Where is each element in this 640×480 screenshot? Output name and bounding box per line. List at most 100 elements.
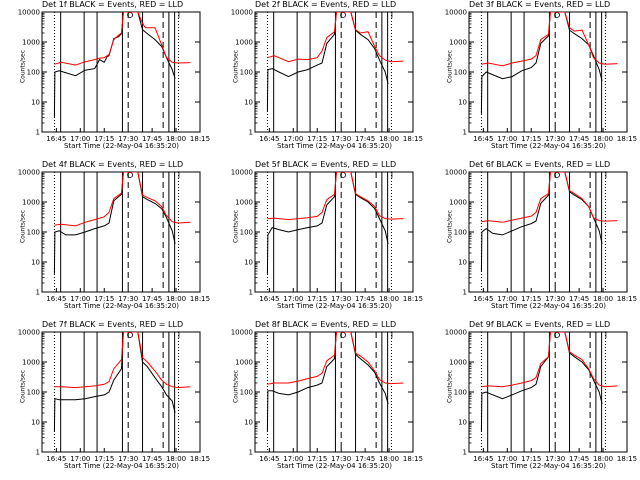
plot-frame (468, 171, 628, 293)
x-tick-label: 17:30 (331, 135, 351, 143)
x-tick-label: 18:00 (166, 135, 186, 143)
x-tick-label: 17:00 (70, 295, 90, 303)
end-marker (391, 171, 398, 178)
x-tick-label: 17:45 (355, 455, 375, 463)
detector-panel: 1 10 100 1000 10000 16:45 17:00 17:15 17:30 17:45… (213, 160, 426, 320)
detector-panel: 1 10 100 1000 10000 16:45 17:00 17:15 17:30 17:45… (0, 160, 213, 320)
events-series-line (53, 172, 176, 274)
plot-frame (41, 331, 201, 453)
x-tick-label: 17:15 (307, 135, 327, 143)
x-tick-label: 17:30 (331, 295, 351, 303)
y-tick-label: 1 (463, 449, 467, 457)
lld-series-line (267, 332, 404, 385)
y-tick-label: 1000 (235, 359, 253, 367)
panel-title: Det 6f BLACK = Events, RED = LLD (469, 161, 611, 169)
x-tick-label: 17:00 (497, 135, 517, 143)
y-axis-label: Counts/sec (19, 369, 27, 404)
y-tick-label: 10 (31, 99, 40, 107)
x-tick-label: 18:00 (593, 295, 613, 303)
detector-panel: 1 10 100 1000 10000 16:45 17:00 17:15 17:30 17:45… (427, 320, 640, 480)
y-axis-label: Counts/sec (232, 49, 240, 84)
x-tick-label: 17:15 (307, 455, 327, 463)
y-tick-label: 10000 (231, 169, 253, 177)
x-tick-label: 17:15 (521, 135, 541, 143)
y-tick-label: 10000 (18, 169, 40, 177)
end-marker (178, 11, 185, 18)
lightcurve-plot: 1 10 100 1000 10000 16:45 17:00 17:15 17:30 17:45… (445, 9, 637, 144)
detector-panel: 1 10 100 1000 10000 16:45 17:00 17:15 17:30 17:45… (213, 320, 426, 480)
y-tick-label: 100 (454, 389, 467, 397)
plot-frame (41, 171, 201, 293)
y-tick-label: 10 (458, 259, 467, 267)
x-tick-label: 18:15 (403, 295, 423, 303)
detector-panel: 1 10 100 1000 10000 16:45 17:00 17:15 17:30 17:45… (0, 320, 213, 480)
y-axis-label: Counts/sec (446, 49, 454, 84)
y-tick-label: 100 (27, 229, 40, 237)
x-tick-label: 17:15 (521, 455, 541, 463)
end-marker (605, 11, 612, 18)
events-series-line (53, 332, 176, 432)
x-tick-label: 17:15 (307, 295, 327, 303)
y-tick-label: 1 (249, 449, 253, 457)
x-axis-label: Start Time (22-May-04 16:35:20) (490, 142, 607, 150)
lld-series-line (54, 172, 191, 227)
lightcurve-plot: 1 10 100 1000 10000 16:45 17:00 17:15 17:30 17:45… (445, 169, 637, 304)
events-series-line (480, 12, 603, 114)
y-tick-label: 1 (36, 129, 40, 137)
x-tick-label: 17:30 (545, 135, 565, 143)
x-tick-label: 18:15 (617, 135, 637, 143)
panel-title: Det 9f BLACK = Events, RED = LLD (469, 321, 611, 329)
y-tick-label: 100 (27, 69, 40, 77)
lightcurve-plot: 1 10 100 1000 10000 16:45 17:00 17:15 17:30 17:45… (18, 169, 210, 304)
y-tick-label: 1000 (449, 39, 467, 47)
panel-title: Det 2f BLACK = Events, RED = LLD (255, 1, 397, 9)
y-tick-label: 10 (458, 99, 467, 107)
x-tick-label: 18:15 (190, 295, 210, 303)
y-axis-label: Counts/sec (19, 49, 27, 84)
x-tick-label: 18:15 (403, 135, 423, 143)
y-tick-label: 1000 (22, 199, 40, 207)
y-tick-label: 10 (244, 259, 253, 267)
y-tick-label: 1 (249, 129, 253, 137)
x-tick-label: 18:00 (379, 135, 399, 143)
end-marker (605, 331, 612, 338)
x-tick-label: 16:45 (259, 135, 279, 143)
panel-title: Det 1f BLACK = Events, RED = LLD (42, 1, 184, 9)
x-tick-label: 17:45 (142, 455, 162, 463)
y-tick-label: 1000 (449, 199, 467, 207)
end-marker (178, 331, 185, 338)
x-tick-label: 17:00 (497, 295, 517, 303)
x-tick-label: 17:45 (569, 455, 589, 463)
y-tick-label: 1 (463, 129, 467, 137)
plot-frame (468, 331, 628, 453)
lld-series-line (267, 12, 404, 63)
y-tick-label: 1 (36, 289, 40, 297)
y-tick-label: 10 (244, 419, 253, 427)
y-tick-label: 1 (249, 289, 253, 297)
x-tick-label: 17:30 (545, 295, 565, 303)
y-axis-label: Counts/sec (446, 209, 454, 244)
y-tick-label: 10 (31, 419, 40, 427)
y-tick-label: 100 (454, 69, 467, 77)
events-series-line (266, 332, 389, 432)
y-tick-label: 10000 (231, 329, 253, 337)
end-marker (605, 171, 612, 178)
x-tick-label: 17:45 (355, 135, 375, 143)
y-tick-label: 10000 (18, 329, 40, 337)
y-tick-label: 10000 (18, 9, 40, 17)
x-tick-label: 17:00 (283, 295, 303, 303)
x-tick-label: 17:00 (70, 135, 90, 143)
x-tick-label: 17:00 (497, 455, 517, 463)
y-tick-label: 1000 (235, 39, 253, 47)
y-tick-label: 1000 (22, 359, 40, 367)
x-tick-label: 18:00 (166, 295, 186, 303)
y-tick-label: 10000 (445, 9, 467, 17)
lightcurve-plot: 1 10 100 1000 10000 16:45 17:00 17:15 17:30 17:45… (231, 9, 423, 144)
x-tick-label: 18:00 (379, 455, 399, 463)
panel-title: Det 4f BLACK = Events, RED = LLD (42, 161, 184, 169)
y-tick-label: 1 (36, 449, 40, 457)
x-tick-label: 17:45 (355, 295, 375, 303)
events-series-line (480, 332, 603, 432)
x-tick-label: 17:00 (283, 455, 303, 463)
x-tick-label: 18:15 (190, 455, 210, 463)
